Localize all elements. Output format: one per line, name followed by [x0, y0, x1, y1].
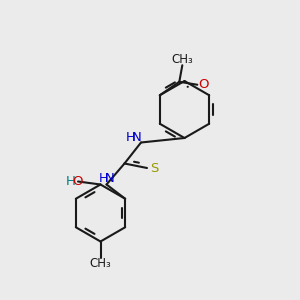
- Text: O: O: [72, 175, 82, 188]
- Text: CH₃: CH₃: [90, 257, 111, 270]
- Text: H: H: [66, 175, 75, 188]
- Text: CH₃: CH₃: [171, 53, 193, 66]
- Text: O: O: [199, 78, 209, 91]
- Text: S: S: [150, 161, 159, 175]
- Text: H: H: [99, 172, 108, 185]
- Text: N: N: [105, 172, 115, 185]
- Text: N: N: [132, 130, 142, 144]
- Text: H: H: [126, 130, 135, 144]
